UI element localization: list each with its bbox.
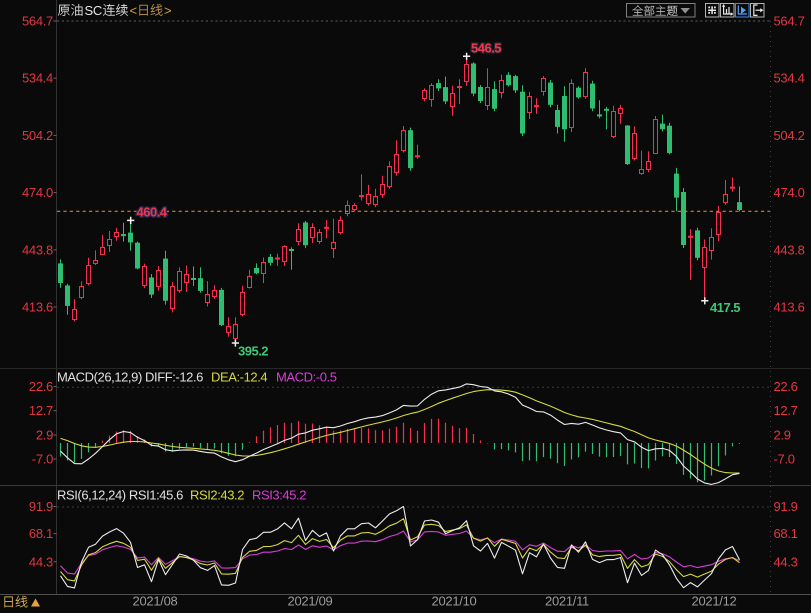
svg-text:MACD(26,12,9) DIFF:-12.6: MACD(26,12,9) DIFF:-12.6	[57, 370, 203, 385]
svg-text:68.1: 68.1	[774, 526, 798, 541]
svg-text:534.4: 534.4	[22, 71, 53, 86]
svg-text:460.4: 460.4	[137, 205, 168, 220]
svg-text:22.6: 22.6	[774, 379, 798, 394]
svg-text:44.3: 44.3	[29, 554, 53, 569]
svg-text:2.9: 2.9	[774, 428, 791, 443]
svg-text:546.5: 546.5	[471, 41, 501, 56]
svg-text:474.0: 474.0	[774, 185, 805, 200]
svg-text:443.8: 443.8	[22, 242, 53, 257]
svg-text:413.6: 413.6	[22, 300, 53, 315]
svg-text:2021/11: 2021/11	[545, 594, 589, 609]
svg-text:<: <	[130, 3, 137, 18]
svg-text:2021/08: 2021/08	[133, 594, 178, 609]
svg-text:417.5: 417.5	[710, 300, 740, 315]
svg-text:MACD:-0.5: MACD:-0.5	[276, 370, 337, 385]
svg-text:RSI(6,12,24) RSI1:45.6: RSI(6,12,24) RSI1:45.6	[57, 487, 183, 502]
svg-text:2.9: 2.9	[36, 428, 53, 443]
svg-text:564.7: 564.7	[774, 14, 805, 29]
svg-text:91.9: 91.9	[774, 499, 798, 514]
svg-text:2021/12: 2021/12	[692, 594, 737, 609]
svg-text:-7.0: -7.0	[32, 452, 53, 467]
svg-text:395.2: 395.2	[238, 343, 268, 358]
svg-text:12.7: 12.7	[29, 403, 53, 418]
svg-text:44.3: 44.3	[774, 554, 798, 569]
svg-text:2021/09: 2021/09	[288, 594, 333, 609]
svg-text:22.6: 22.6	[29, 379, 53, 394]
svg-text:504.2: 504.2	[774, 128, 805, 143]
svg-text:443.8: 443.8	[774, 242, 805, 257]
svg-text:534.4: 534.4	[774, 71, 805, 86]
svg-text:413.6: 413.6	[774, 300, 805, 315]
svg-text:504.2: 504.2	[22, 128, 53, 143]
svg-text:DEA:-12.4: DEA:-12.4	[211, 370, 267, 385]
svg-text:474.0: 474.0	[22, 185, 53, 200]
svg-text:RSI2:43.2: RSI2:43.2	[190, 487, 244, 502]
svg-text:SC: SC	[85, 3, 102, 18]
svg-text:91.9: 91.9	[29, 499, 53, 514]
svg-text:-7.0: -7.0	[774, 452, 795, 467]
svg-text:564.7: 564.7	[22, 14, 53, 29]
svg-text:>: >	[164, 3, 171, 18]
svg-text:RSI3:45.2: RSI3:45.2	[252, 487, 306, 502]
svg-text:12.7: 12.7	[774, 403, 798, 418]
svg-text:68.1: 68.1	[29, 526, 53, 541]
svg-text:2021/10: 2021/10	[432, 594, 477, 609]
